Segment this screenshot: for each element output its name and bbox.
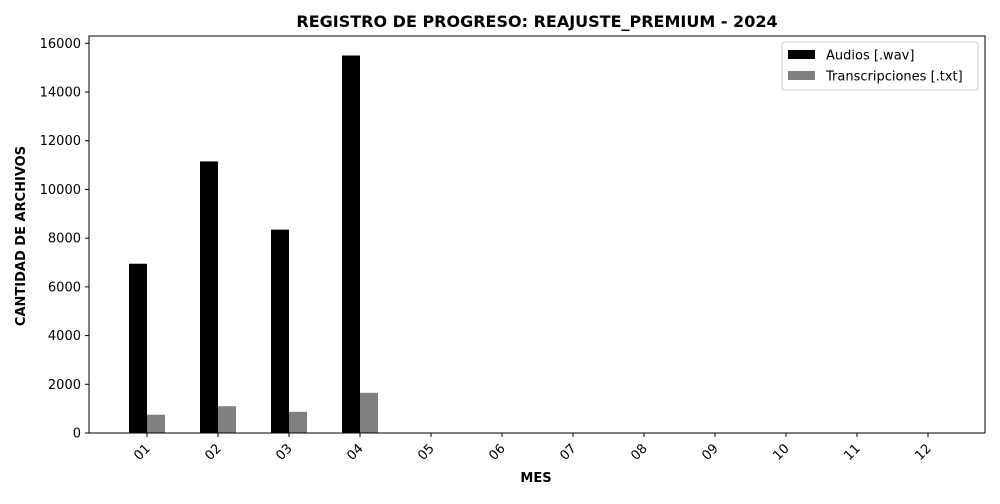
legend-label: Transcripciones [.txt] [825, 70, 963, 85]
plot-frame [88, 35, 986, 434]
legend-swatch [788, 71, 815, 80]
y-tick-label: 12000 [40, 134, 81, 149]
chart-title: REGISTRO DE PROGRESO: REAJUSTE_PREMIUM -… [296, 12, 777, 31]
plot-area: 0 2000 4000 6000 8000 10000 12000 14000 16000 01 0… [40, 37, 935, 464]
bar-transcripciones-02 [218, 406, 236, 433]
y-tick-label: 16000 [40, 37, 81, 52]
y-tick-label: 14000 [40, 86, 81, 101]
x-tick-label: 07 [557, 441, 579, 463]
x-axis-label: MES [520, 471, 551, 486]
y-tick-label: 4000 [48, 329, 81, 344]
x-tick-label: 01 [131, 441, 153, 463]
bar-transcripciones-04 [360, 392, 378, 433]
x-tick-label: 06 [486, 441, 508, 463]
x-tick-label: 09 [699, 441, 721, 463]
bar-transcripciones-01 [147, 414, 165, 433]
y-tick-label: 2000 [48, 378, 81, 393]
y-tick-label: 8000 [48, 232, 81, 247]
bar-audios-04 [342, 55, 360, 434]
x-tick-label: 10 [770, 441, 792, 463]
x-tick-label: 05 [415, 441, 437, 463]
y-axis-label: CANTIDAD DE ARCHIVOS [14, 146, 29, 326]
x-tick-label: 12 [912, 441, 934, 463]
x-tick-label: 08 [628, 441, 650, 463]
legend-label: Audios [.wav] [826, 49, 914, 64]
y-tick-label: 10000 [40, 183, 81, 198]
bar-audios-02 [200, 161, 218, 434]
legend: Audios [.wav] Transcripciones [.txt] [781, 41, 979, 91]
bar-transcripciones-03 [289, 411, 307, 433]
x-tick-label: 11 [841, 441, 863, 463]
x-tick-label: 03 [273, 441, 295, 463]
legend-swatch [788, 50, 815, 59]
x-tick-label: 04 [344, 441, 366, 463]
y-tick-label: 0 [73, 427, 81, 442]
legend-box [781, 41, 979, 91]
bar-audios-01 [129, 263, 147, 433]
x-tick-label: 02 [202, 441, 224, 463]
bar-audios-03 [271, 229, 289, 433]
y-tick-label: 6000 [48, 280, 81, 295]
